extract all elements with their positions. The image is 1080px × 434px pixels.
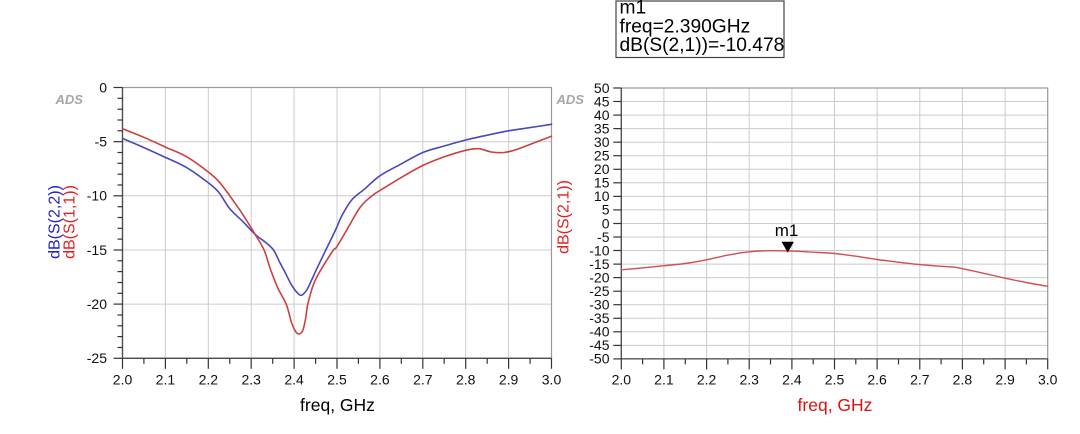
svg-text:40: 40: [594, 107, 610, 123]
svg-text:2.1: 2.1: [156, 372, 176, 388]
svg-text:2.2: 2.2: [697, 372, 717, 388]
svg-text:dB(S(1,1)): dB(S(1,1)): [61, 185, 78, 259]
svg-text:0: 0: [602, 215, 610, 231]
svg-text:m1: m1: [620, 0, 647, 19]
svg-text:dB(S(2,2)): dB(S(2,2)): [47, 185, 64, 259]
svg-text:dB(S(2,1))=-10.478: dB(S(2,1))=-10.478: [620, 35, 785, 56]
svg-text:-20: -20: [87, 296, 107, 312]
svg-text:45: 45: [594, 93, 610, 109]
svg-text:-20: -20: [589, 269, 609, 285]
svg-text:3.0: 3.0: [542, 372, 562, 388]
svg-text:dB(S(2,1)): dB(S(2,1)): [556, 180, 573, 254]
svg-text:2.4: 2.4: [284, 372, 304, 388]
svg-text:2.6: 2.6: [370, 372, 390, 388]
svg-text:-5: -5: [597, 229, 610, 245]
svg-text:2.2: 2.2: [199, 372, 219, 388]
svg-text:freq=2.390GHz: freq=2.390GHz: [620, 16, 751, 37]
svg-text:2.8: 2.8: [953, 372, 973, 388]
svg-text:-30: -30: [589, 297, 609, 313]
svg-text:2.4: 2.4: [782, 372, 802, 388]
svg-text:2.5: 2.5: [825, 372, 845, 388]
svg-text:-10: -10: [87, 188, 107, 204]
svg-text:2.1: 2.1: [654, 372, 674, 388]
svg-text:-40: -40: [589, 324, 609, 340]
svg-text:2.8: 2.8: [456, 372, 476, 388]
svg-text:2.0: 2.0: [113, 372, 133, 388]
svg-text:35: 35: [594, 120, 610, 136]
svg-text:3.0: 3.0: [1038, 372, 1058, 388]
svg-text:-25: -25: [87, 350, 107, 366]
svg-text:50: 50: [594, 80, 610, 96]
svg-text:5: 5: [602, 202, 610, 218]
svg-text:2.6: 2.6: [867, 372, 887, 388]
svg-text:-45: -45: [589, 337, 609, 353]
svg-text:0: 0: [99, 79, 107, 95]
svg-text:-25: -25: [589, 283, 609, 299]
svg-text:2.7: 2.7: [413, 372, 433, 388]
svg-text:-15: -15: [87, 242, 107, 258]
svg-text:-15: -15: [589, 256, 609, 272]
svg-text:25: 25: [594, 148, 610, 164]
svg-text:2.3: 2.3: [739, 372, 759, 388]
svg-text:2.9: 2.9: [499, 372, 519, 388]
svg-text:2.3: 2.3: [241, 372, 261, 388]
svg-text:2.7: 2.7: [910, 372, 930, 388]
svg-text:10: 10: [594, 188, 610, 204]
svg-text:2.0: 2.0: [612, 372, 632, 388]
svg-text:-5: -5: [95, 134, 108, 150]
svg-text:-50: -50: [589, 351, 609, 367]
svg-text:20: 20: [594, 161, 610, 177]
svg-text:2.5: 2.5: [327, 372, 347, 388]
svg-text:freq, GHz: freq, GHz: [798, 395, 873, 415]
svg-text:-35: -35: [589, 310, 609, 326]
svg-text:freq, GHz: freq, GHz: [300, 395, 375, 415]
svg-text:ADS: ADS: [556, 92, 585, 107]
svg-text:2.9: 2.9: [995, 372, 1015, 388]
svg-text:-10: -10: [589, 242, 609, 258]
svg-text:ADS: ADS: [55, 92, 84, 107]
svg-text:30: 30: [594, 134, 610, 150]
svg-text:m1: m1: [775, 221, 799, 240]
svg-text:15: 15: [594, 175, 610, 191]
